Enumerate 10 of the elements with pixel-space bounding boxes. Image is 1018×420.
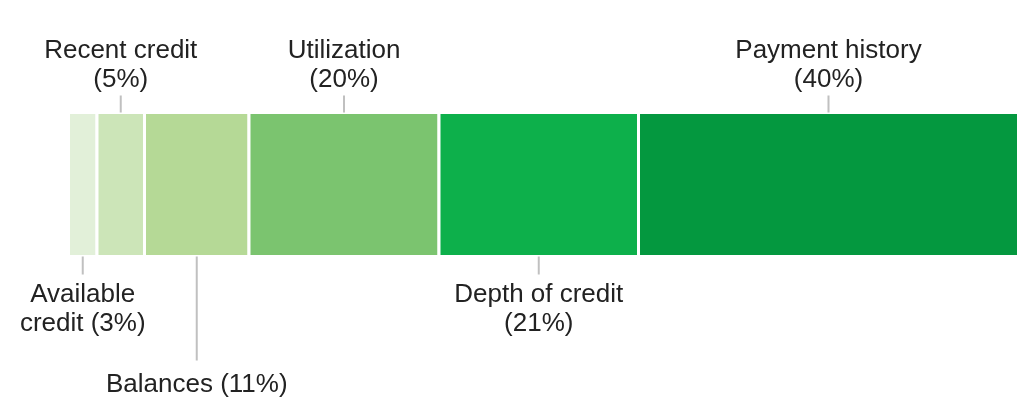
text: Balances (11%) (105, 367, 288, 398)
data-label: (21%) (504, 306, 574, 337)
series-label: Depth of credit (454, 277, 625, 308)
data-label: (40%) (793, 62, 864, 93)
data-label: (20%) (309, 62, 379, 93)
text: Available credit (3%) (19, 277, 146, 337)
text: Recent credit (44, 33, 199, 64)
series-label: Utilization (287, 33, 401, 64)
data-label: (5%) (93, 62, 149, 93)
series-label: Payment history (735, 33, 922, 64)
